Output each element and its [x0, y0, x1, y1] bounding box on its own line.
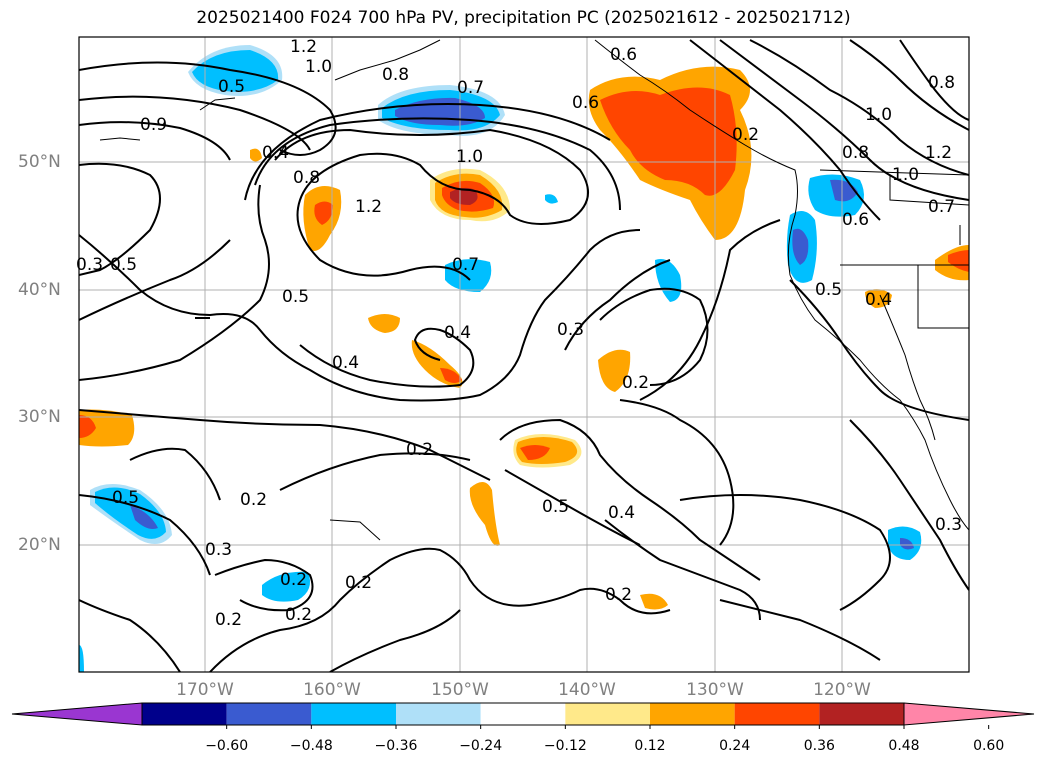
contour-label: 0.2 [732, 125, 759, 145]
lon-label: 130°W [686, 680, 744, 700]
colorbar-tick-label: 0.60 [973, 738, 1005, 754]
colorbar-segment [142, 703, 227, 725]
colorbar-tick-label: 0.36 [803, 738, 835, 754]
contour-label: 0.4 [444, 323, 471, 343]
contour-label: 0.7 [452, 255, 479, 275]
contour-label: 0.4 [332, 353, 359, 373]
lat-label: 30°N [18, 407, 61, 427]
map-title: 2025021400 F024 700 hPa PV, precipitatio… [196, 8, 851, 28]
colorbar-segment [819, 703, 904, 725]
contour-label: 0.4 [608, 503, 635, 523]
contour-label: 0.6 [572, 93, 599, 113]
graticule [79, 37, 969, 672]
contour-label: 0.9 [140, 115, 167, 135]
contour-label: 0.2 [280, 570, 307, 590]
contour-label: 0.5 [110, 255, 137, 275]
map-frame [78, 36, 970, 673]
lon-label: 170°W [176, 680, 234, 700]
contour-label: 0.3 [76, 255, 103, 275]
contour-label: 1.0 [865, 105, 892, 125]
contour-labels: 1.2 1.0 0.8 0.5 0.9 0.7 0.6 0.4 0.8 1.2 … [76, 37, 962, 630]
colorbar-segments [11, 702, 1035, 726]
contour-label: 0.7 [457, 78, 484, 98]
contour-label: 1.2 [355, 197, 382, 217]
colorbar-tick-label: −0.60 [205, 738, 249, 754]
colorbar-segment [396, 703, 481, 725]
contour-label: 0.8 [382, 65, 409, 85]
colorbar-segment [226, 703, 312, 725]
contour-label: 0.2 [605, 585, 632, 605]
lon-label: 160°W [303, 680, 361, 700]
colorbar-tick-label: 0.48 [888, 738, 920, 754]
colorbar-segment [311, 703, 396, 725]
colorbar-segment [734, 703, 820, 725]
contour-label: 0.4 [865, 290, 892, 310]
colorbar-tick-label: −0.24 [459, 738, 503, 754]
colorbar-tick-label: 0.12 [634, 738, 666, 754]
contour-label: 0.2 [240, 490, 267, 510]
coastlines [99, 39, 969, 541]
contour-label: 0.3 [935, 515, 962, 535]
contour-label: 0.3 [205, 540, 232, 560]
contour-label: 1.2 [290, 37, 317, 57]
contour-label: 0.8 [293, 168, 320, 188]
lon-label: 150°W [431, 680, 489, 700]
colorbar-tick-label: −0.36 [374, 738, 418, 754]
lat-label: 40°N [18, 280, 61, 300]
colorbar-segment [650, 703, 735, 725]
colorbar-extend-high [903, 702, 1035, 726]
contour-label: 0.4 [262, 143, 289, 163]
contour-label: 1.0 [456, 147, 483, 167]
contour-label: 0.5 [542, 497, 569, 517]
colorbar-segment [480, 703, 566, 725]
contour-label: 0.7 [928, 197, 955, 217]
colorbar-segment [565, 703, 650, 725]
contour-label: 1.0 [305, 57, 332, 77]
lon-label: 140°W [558, 680, 616, 700]
contour-label: 0.5 [815, 280, 842, 300]
contour-label: 1.0 [892, 165, 919, 185]
lon-label: 120°W [813, 680, 871, 700]
contour-label: 0.8 [928, 73, 955, 93]
contour-label: 0.2 [622, 373, 649, 393]
contour-label: 0.5 [218, 77, 245, 97]
contour-label: 0.5 [112, 488, 139, 508]
colorbar-tick-label: −0.48 [289, 738, 333, 754]
contour-label: 0.8 [842, 143, 869, 163]
colorbar-tick-label: 0.24 [719, 738, 751, 754]
contour-label: 0.2 [285, 605, 312, 625]
contour-label: 0.2 [406, 440, 433, 460]
contour-label: 0.2 [215, 610, 242, 630]
contour-label: 0.6 [610, 45, 637, 65]
pv-contours [79, 39, 969, 672]
colorbar-frame [141, 702, 905, 726]
contour-label: 0.2 [345, 573, 372, 593]
contour-label: 0.5 [282, 287, 309, 307]
contour-label: 1.2 [925, 143, 952, 163]
contour-label: 0.3 [557, 320, 584, 340]
colorbar-extend-low [11, 702, 143, 726]
contour-label: 0.6 [842, 210, 869, 230]
lat-label: 20°N [18, 535, 61, 555]
lat-label: 50°N [18, 152, 61, 172]
colorbar-tick-label: −0.12 [543, 738, 587, 754]
